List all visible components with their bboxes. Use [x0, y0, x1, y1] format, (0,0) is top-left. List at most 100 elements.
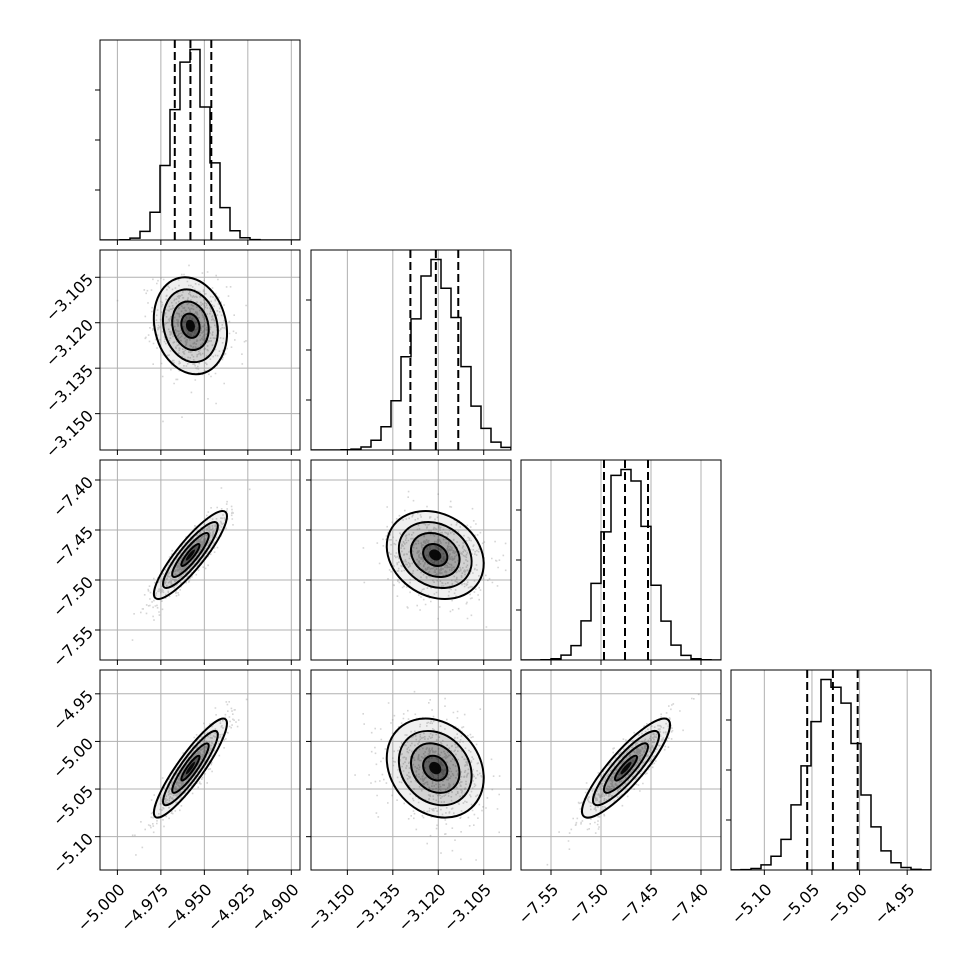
histogram-bar: [481, 428, 491, 450]
panel-content: [362, 490, 507, 628]
histogram-bar: [611, 475, 621, 660]
x-tick-label: −5.000: [73, 880, 128, 935]
panel-frame: [99, 249, 301, 451]
density-peak: [429, 549, 442, 561]
y-tick-label: −4.95: [49, 686, 97, 734]
contour-line: [422, 543, 449, 568]
histogram-bar: [180, 62, 190, 240]
histogram-bar: [150, 212, 160, 240]
panel-3-0: −5.10−5.05−5.00−4.95 −5.000−4.975−4.950−4…: [49, 669, 303, 935]
x-tick-label: −3.120: [394, 880, 449, 935]
panel-frame: [99, 459, 301, 661]
contour-line: [162, 288, 219, 364]
panel-2-2: [516, 459, 722, 665]
contour-line: [152, 276, 228, 376]
x-tick-label: −4.95: [870, 880, 918, 928]
histogram-step: [731, 678, 931, 870]
panel-frame: [310, 459, 512, 661]
histogram-bar: [601, 532, 611, 660]
histogram-bar: [491, 442, 501, 450]
histogram-bar: [881, 851, 891, 870]
panel-content: [100, 40, 300, 240]
panel-content: [546, 693, 700, 866]
x-tick-label: −4.975: [117, 880, 172, 935]
histogram-bar: [861, 795, 871, 870]
histogram-bar: [381, 427, 391, 450]
scatter-points: [546, 693, 700, 866]
histogram-bar: [651, 585, 661, 660]
histogram-bar: [761, 865, 771, 870]
x-tick-label: −3.150: [303, 880, 358, 935]
y-tick-label: −3.135: [42, 361, 97, 416]
density-peak: [185, 549, 196, 561]
histogram-bar: [411, 319, 421, 450]
y-tick-label: −5.00: [49, 734, 97, 782]
histogram-bar: [471, 406, 481, 450]
contour-line: [180, 543, 201, 568]
histogram-bar: [841, 703, 851, 870]
panel-frame: [520, 669, 722, 871]
y-tick-label: −3.105: [42, 270, 97, 325]
panel-content: [311, 250, 511, 450]
contour-line: [581, 717, 672, 819]
scatter-points: [131, 698, 248, 856]
x-tick-label: −7.45: [614, 880, 662, 928]
histogram-step: [100, 48, 300, 240]
contour-line: [180, 312, 201, 339]
contour-line: [410, 742, 461, 794]
histogram-bar: [371, 440, 381, 450]
panel-1-1: [306, 249, 512, 455]
panel-content: [116, 264, 247, 423]
histogram-bar: [581, 621, 591, 660]
contour-line: [162, 729, 219, 807]
panel-content: [354, 690, 501, 861]
histogram-bar: [441, 288, 451, 450]
histogram-bar: [200, 107, 210, 240]
y-tick-label: −7.40: [49, 473, 97, 521]
x-tick-label: −4.950: [160, 880, 215, 935]
y-tick-label: −7.50: [49, 573, 97, 621]
x-tick-label: −7.50: [564, 880, 612, 928]
x-tick-label: −5.05: [775, 880, 823, 928]
panel-frame: [99, 39, 301, 241]
contour-line: [171, 300, 210, 351]
y-tick-label: −5.05: [49, 782, 97, 830]
histogram-bar: [461, 367, 471, 450]
contour-line: [385, 717, 485, 819]
contour-line: [385, 510, 485, 601]
histogram-bar: [771, 856, 781, 870]
contour-line: [152, 717, 228, 819]
histogram-bar: [421, 276, 431, 450]
histogram-bar: [631, 481, 641, 660]
density-peak: [185, 319, 195, 332]
panel-1-0: −3.150−3.135−3.120−3.105: [42, 249, 301, 462]
y-tick-label: −5.10: [49, 829, 97, 877]
histogram-bar: [641, 526, 651, 660]
panel-3-2: −7.55 −7.50 −7.45 −7.40: [514, 669, 722, 928]
histogram-bar: [791, 805, 801, 870]
contour-line: [162, 520, 219, 589]
histogram-bar: [891, 863, 901, 870]
y-tick-label: −7.55: [49, 623, 97, 671]
contour-line: [422, 754, 449, 782]
contour-line: [180, 754, 201, 782]
density-peak: [429, 761, 442, 775]
y-tick-label: −3.120: [42, 315, 97, 370]
panel-frame: [730, 669, 932, 871]
panel-frame: [520, 459, 722, 661]
x-tick-label: −7.55: [514, 880, 562, 928]
contour-line: [152, 510, 228, 601]
x-tick-label: −4.925: [204, 880, 259, 935]
x-tick-label: −3.135: [349, 880, 404, 935]
contour-line: [409, 531, 461, 578]
panel-3-1: −3.150−3.135−3.120−3.105: [303, 669, 512, 935]
contour-line: [397, 521, 473, 590]
panel-content: [731, 670, 931, 870]
contour-line: [171, 742, 210, 794]
panel-2-0: −7.55−7.50−7.45−7.40: [49, 459, 301, 671]
panel-content: [521, 460, 721, 660]
y-tick-label: −7.45: [49, 523, 97, 571]
histogram-bar: [671, 645, 681, 660]
histogram-bar: [571, 646, 581, 660]
